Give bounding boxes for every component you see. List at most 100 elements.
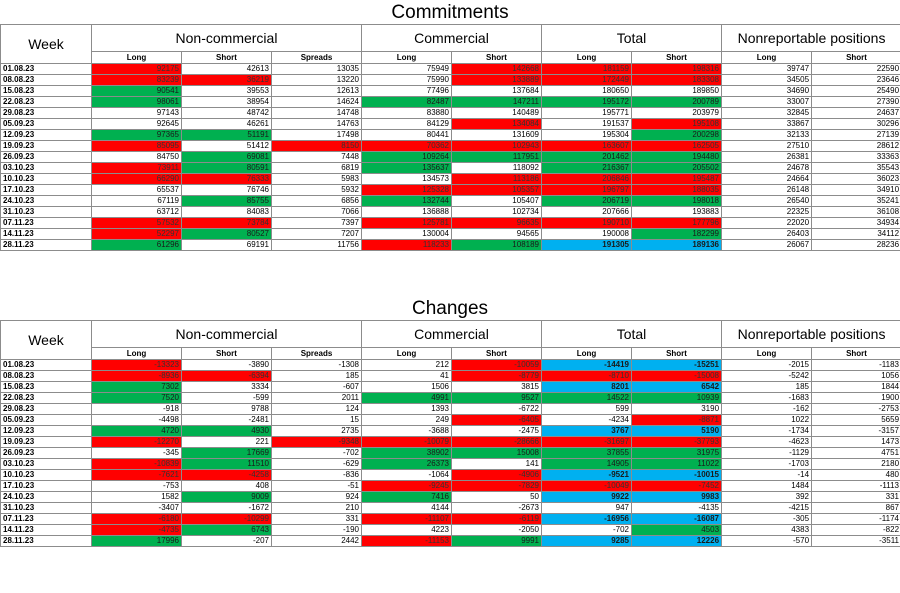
value-cell: -6405 xyxy=(451,414,542,426)
value-cell: 4720 xyxy=(91,425,182,437)
noncommercial-header: Non-commercial xyxy=(91,320,362,348)
value-cell: -2753 xyxy=(811,403,900,415)
value-cell: 98061 xyxy=(91,96,182,108)
value-cell: 22325 xyxy=(721,206,813,218)
value-cell: 181159 xyxy=(541,63,632,75)
value-cell: -12270 xyxy=(91,436,182,448)
value-cell: -8710 xyxy=(541,370,632,382)
value-cell: -1683 xyxy=(721,392,813,404)
column-subheader: Short xyxy=(630,51,723,64)
value-cell: -836 xyxy=(271,469,362,481)
value-cell: 38954 xyxy=(181,96,272,108)
value-cell: -3407 xyxy=(91,502,182,514)
value-cell: 194480 xyxy=(630,151,723,163)
value-cell: 61296 xyxy=(91,239,182,251)
value-cell: 221 xyxy=(181,436,272,448)
table-row: 12.09.23 97365 51191 17498 80441 131609 195304… xyxy=(0,129,900,141)
value-cell: 34934 xyxy=(811,217,900,229)
value-cell: 196797 xyxy=(541,184,632,196)
value-cell: 203979 xyxy=(630,107,723,119)
value-cell: 191305 xyxy=(541,239,632,251)
value-cell: 1056 xyxy=(811,370,900,382)
value-cell: 189136 xyxy=(630,239,723,251)
value-cell: 7520 xyxy=(91,392,182,404)
value-cell: 188035 xyxy=(630,184,723,196)
value-cell: 67119 xyxy=(91,195,182,207)
week-header: Week xyxy=(0,320,92,360)
value-cell: 131609 xyxy=(451,129,542,141)
value-cell: 36108 xyxy=(811,206,900,218)
column-subheader: Long xyxy=(541,347,632,360)
value-cell: -16956 xyxy=(541,513,632,525)
value-cell: 75990 xyxy=(361,74,452,86)
value-cell: -1113 xyxy=(811,480,900,492)
value-cell: -6394 xyxy=(181,370,272,382)
value-cell: 11756 xyxy=(271,239,362,251)
value-cell: 867 xyxy=(811,502,900,514)
value-cell: -11107 xyxy=(361,513,452,525)
table-row: 22.08.23 98061 38954 14624 82487 147211 195172… xyxy=(0,96,900,108)
table-row: 01.08.23 -13323 -3890 -1308 212 -10059 -14419-… xyxy=(0,359,900,371)
value-cell: 24664 xyxy=(721,173,813,185)
value-cell: 94565 xyxy=(451,228,542,240)
nonreportable-header: Nonreportable positions xyxy=(721,320,900,348)
value-cell: 11022 xyxy=(630,458,723,470)
table-row: 03.10.23 73911 80591 6819 135637 118092 216367… xyxy=(0,162,900,174)
value-cell: -599 xyxy=(181,392,272,404)
table-row: 08.08.23 -8936 -6394 185 41 -8779 -8710 -15008-… xyxy=(0,370,900,382)
changes-title: Changes xyxy=(411,298,489,319)
value-cell: 162505 xyxy=(630,140,723,152)
value-cell: 113186 xyxy=(451,173,542,185)
value-cell: 46261 xyxy=(181,118,272,130)
week-cell: 08.08.23 xyxy=(0,370,92,382)
value-cell: 140489 xyxy=(451,107,542,119)
table-row: 22.08.23 7520 -599 2011 4991 9527 14522 10939 -1… xyxy=(0,392,900,404)
table-row: 10.10.23 -7621 -4258 -836 -1064 -4906 -9521 -10… xyxy=(0,469,900,481)
table-row: 17.10.23 -753 408 -51 -9245 -7829 -10049 -7452 1… xyxy=(0,480,900,492)
value-cell: -2015 xyxy=(721,359,813,371)
value-cell: 195304 xyxy=(541,129,632,141)
week-cell: 14.11.23 xyxy=(0,524,92,536)
week-cell: 28.11.23 xyxy=(0,239,92,251)
table-row: 05.09.23 92645 46261 14763 84129 134084 191537… xyxy=(0,118,900,130)
week-cell: 24.10.23 xyxy=(0,195,92,207)
value-cell: 32845 xyxy=(721,107,813,119)
value-cell: 73911 xyxy=(91,162,182,174)
value-cell: 172449 xyxy=(541,74,632,86)
value-cell: 34910 xyxy=(811,184,900,196)
value-cell: -14419 xyxy=(541,359,632,371)
table-row: 10.10.23 66290 76333 5983 134573 113186 206846… xyxy=(0,173,900,185)
value-cell: 85095 xyxy=(91,140,182,152)
column-subheader: Short xyxy=(630,347,723,360)
value-cell: 105357 xyxy=(451,184,542,196)
column-subheader: Short xyxy=(181,347,272,360)
column-subheader: Long xyxy=(91,51,182,64)
column-subheader: Long xyxy=(541,51,632,64)
value-cell: -1703 xyxy=(721,458,813,470)
value-cell: 1844 xyxy=(811,381,900,393)
week-cell: 31.10.23 xyxy=(0,502,92,514)
value-cell: 9788 xyxy=(181,403,272,415)
value-cell: -918 xyxy=(91,403,182,415)
column-subheader: Long xyxy=(721,347,813,360)
value-cell: 4503 xyxy=(630,524,723,536)
value-cell: -345 xyxy=(91,447,182,459)
value-cell: -11153 xyxy=(361,535,452,547)
table-row: 01.08.23 92175 42613 13035 75949 142668 181159… xyxy=(0,63,900,75)
value-cell: -7621 xyxy=(91,469,182,481)
value-cell: 57532 xyxy=(91,217,182,229)
value-cell: 9009 xyxy=(181,491,272,503)
value-cell: 92645 xyxy=(91,118,182,130)
value-cell: 118092 xyxy=(451,162,542,174)
value-cell: 82487 xyxy=(361,96,452,108)
value-cell: 141 xyxy=(451,458,542,470)
value-cell: -10079 xyxy=(361,436,452,448)
value-cell: 198018 xyxy=(630,195,723,207)
value-cell: -10049 xyxy=(541,480,632,492)
value-cell: 32133 xyxy=(721,129,813,141)
value-cell: 198316 xyxy=(630,63,723,75)
value-cell: 96635 xyxy=(451,217,542,229)
value-cell: -1174 xyxy=(811,513,900,525)
value-cell: -702 xyxy=(541,524,632,536)
value-cell: 34690 xyxy=(721,85,813,97)
